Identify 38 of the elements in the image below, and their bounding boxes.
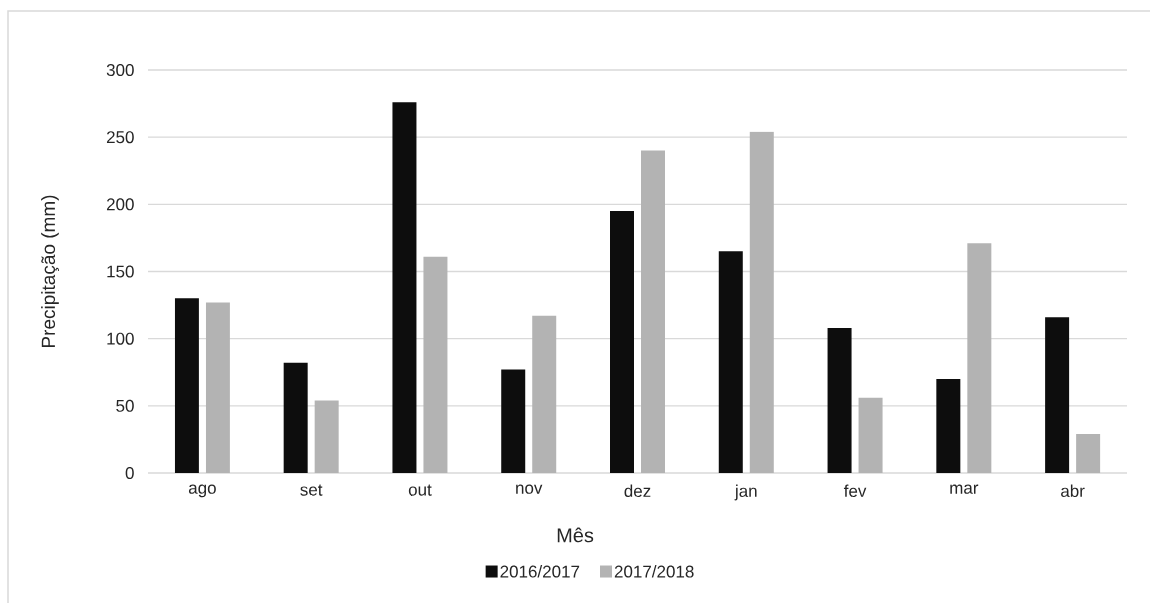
bar	[1045, 317, 1070, 473]
x-tick-label: out	[408, 484, 432, 496]
x-tick-label: mar	[950, 484, 979, 494]
bar	[205, 302, 230, 473]
bar	[967, 243, 992, 473]
y-tick-label: 250	[106, 131, 134, 144]
bar	[314, 400, 339, 473]
bar	[858, 397, 883, 473]
bar	[532, 315, 557, 473]
bar	[174, 298, 199, 473]
x-tick-label: ago	[188, 484, 216, 498]
bar	[641, 150, 666, 473]
legend-label: 2017/2018	[614, 565, 694, 578]
x-axis-title: Mês	[557, 527, 594, 543]
x-tick-label: abr	[1061, 484, 1085, 498]
x-tick-label: set	[300, 484, 323, 496]
bar	[392, 102, 417, 473]
bar	[610, 211, 634, 473]
bar	[1076, 434, 1101, 473]
legend-label: 2016/2017	[500, 565, 580, 578]
bar	[423, 256, 448, 473]
bar	[749, 131, 774, 473]
bar	[827, 327, 852, 473]
y-tick-label: 0	[125, 466, 134, 480]
y-tick-label: 200	[106, 198, 134, 211]
y-axis-title: Precipitação (mm)	[41, 195, 59, 348]
x-tick-label: fev	[843, 484, 867, 498]
y-tick-label: 50	[116, 399, 134, 412]
y-tick-label: 300	[106, 63, 134, 77]
y-tick-label: 100	[107, 332, 134, 345]
y-tick-label: 150	[107, 265, 134, 278]
x-tick-label: dez	[624, 484, 651, 498]
x-tick-label: nov	[516, 484, 543, 494]
bar	[501, 369, 526, 473]
bar	[936, 378, 961, 473]
bar	[718, 251, 743, 473]
x-tick-label: jan	[734, 484, 757, 501]
bar	[283, 362, 308, 473]
